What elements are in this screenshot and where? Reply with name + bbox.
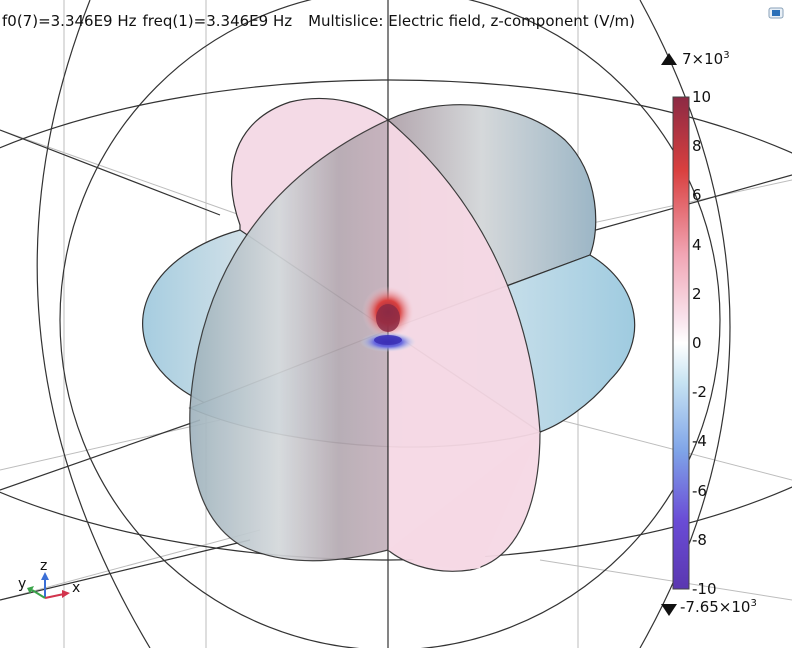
colorbar-tick: -4: [692, 432, 707, 451]
colorbar-gradient: [672, 96, 690, 590]
colorbar-tick: 0: [692, 334, 702, 352]
colorbar-tick: -8: [692, 530, 707, 549]
min-marker-icon: [661, 604, 677, 616]
axis-x-label: x: [72, 580, 81, 596]
max-marker-icon: [661, 53, 677, 65]
colorbar-tick: 6: [692, 186, 702, 205]
slice-front: [189, 118, 541, 580]
colorbar-tick: -2: [692, 383, 707, 402]
colorbar-tick: 4: [692, 235, 702, 254]
plot-title: Multislice: Electric field, z-component …: [308, 12, 636, 30]
field-hotspot: [360, 286, 416, 352]
axis-triad: [27, 572, 70, 599]
colorbar-tick: 10: [692, 88, 712, 106]
axis-y-label: y: [18, 576, 27, 592]
colorbar: [661, 53, 690, 616]
axis-z-label: z: [40, 558, 48, 574]
param-freq: freq(1)=3.346E9 Hz: [142, 12, 293, 30]
colorbar-tick: -6: [692, 481, 707, 500]
colorbar-tick: -10: [692, 580, 717, 598]
colorbar-tick: 8: [692, 137, 702, 156]
view-icon[interactable]: [768, 6, 784, 20]
param-f0: f0(7)=3.346E9 Hz: [2, 12, 137, 30]
plot-header: f0(7)=3.346E9 Hz freq(1)=3.346E9 Hz Multis…: [2, 12, 641, 30]
colorbar-max-label: 7×103: [682, 50, 730, 68]
colorbar-tick: 2: [692, 284, 702, 303]
colorbar-min-label: -7.65×103: [680, 598, 757, 616]
